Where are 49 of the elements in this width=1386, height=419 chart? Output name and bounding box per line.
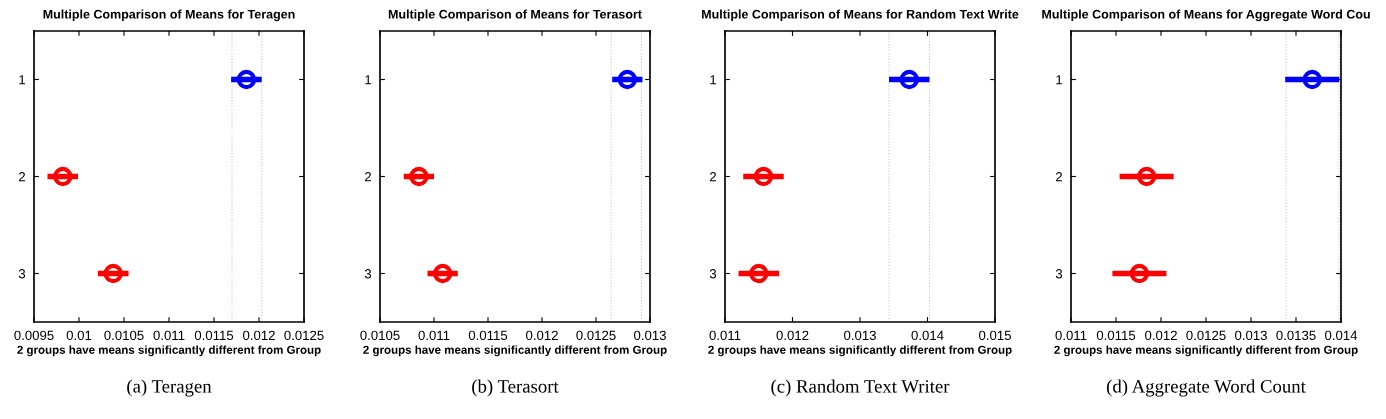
x-axis-title: 2 groups have means significantly different from Group — [17, 345, 321, 357]
x-tick-label: 0.012 — [243, 330, 275, 341]
text: (b) Terasort — [472, 379, 559, 397]
x-tick-label: 0.015 — [979, 330, 1011, 341]
chart-title: Multiple Comparison of Means for Terasort — [388, 9, 642, 22]
y-tick-label: 1 — [1056, 75, 1063, 85]
y-tick-label: 1 — [365, 75, 372, 85]
y-tick-label: 2 — [364, 172, 371, 182]
x-tick-label: 0.0115 — [1096, 330, 1136, 341]
y-tick-label: 3 — [1055, 269, 1063, 279]
y-tick-label: 3 — [709, 269, 717, 279]
x-tick-label: 0.012 — [1145, 330, 1177, 341]
x-tick-label: 0.014 — [911, 330, 944, 341]
y-tick-label: 3 — [364, 269, 372, 279]
x-axis-title: 2 groups have means significantly different from Group — [1054, 345, 1358, 357]
x-tick-label: 0.012 — [776, 330, 809, 341]
x-tick-label: 0.0135 — [1276, 330, 1316, 341]
x-tick-label: 0.013 — [634, 330, 666, 341]
x-tick-label: 0.013 — [844, 330, 876, 341]
x-tick-label: 0.0095 — [14, 330, 54, 341]
chart-title: Multiple Comparison of Means for Teragen — [43, 9, 295, 22]
x-tick-label: 0.0105 — [360, 330, 400, 341]
x-tick-label: 0.0125 — [1186, 330, 1226, 341]
y-tick-label: 1 — [19, 75, 26, 85]
y-tick-label: 2 — [18, 172, 25, 182]
x-tick-label: 0.012 — [526, 330, 558, 341]
y-tick-label: 3 — [18, 269, 26, 279]
x-tick-label: 0.0125 — [576, 330, 616, 341]
x-axis-title: 2 groups have means significantly different from Group — [363, 345, 667, 357]
x-tick-label: 0.011 — [709, 330, 741, 341]
x-tick-label: 0.0105 — [104, 330, 144, 341]
x-axis-title: 2 groups have means significantly different from Group — [708, 345, 1012, 357]
text: (d) Aggregate Word Count — [1106, 379, 1306, 397]
x-tick-label: 0.011 — [1055, 330, 1087, 341]
text: (c) Random Text Writer — [771, 379, 950, 397]
x-tick-label: 0.0115 — [194, 330, 234, 341]
x-tick-label: 0.013 — [1235, 330, 1267, 341]
x-tick-label: 0.01 — [66, 330, 92, 341]
y-tick-label: 1 — [710, 75, 717, 85]
x-tick-label: 0.0125 — [284, 330, 324, 341]
x-tick-label: 0.0115 — [468, 330, 508, 341]
chart-title: Multiple Comparison of Means for Random Text Write — [702, 9, 1019, 22]
y-tick-label: 2 — [1055, 172, 1062, 182]
x-tick-label: 0.014 — [1325, 330, 1358, 341]
y-tick-label: 2 — [709, 172, 716, 182]
x-tick-label: 0.011 — [418, 330, 450, 341]
x-tick-label: 0.011 — [153, 330, 185, 341]
chart-title: Multiple Comparison of Means for Aggregate Word Cou — [1042, 9, 1370, 22]
text: (a) Teragen — [127, 379, 212, 397]
